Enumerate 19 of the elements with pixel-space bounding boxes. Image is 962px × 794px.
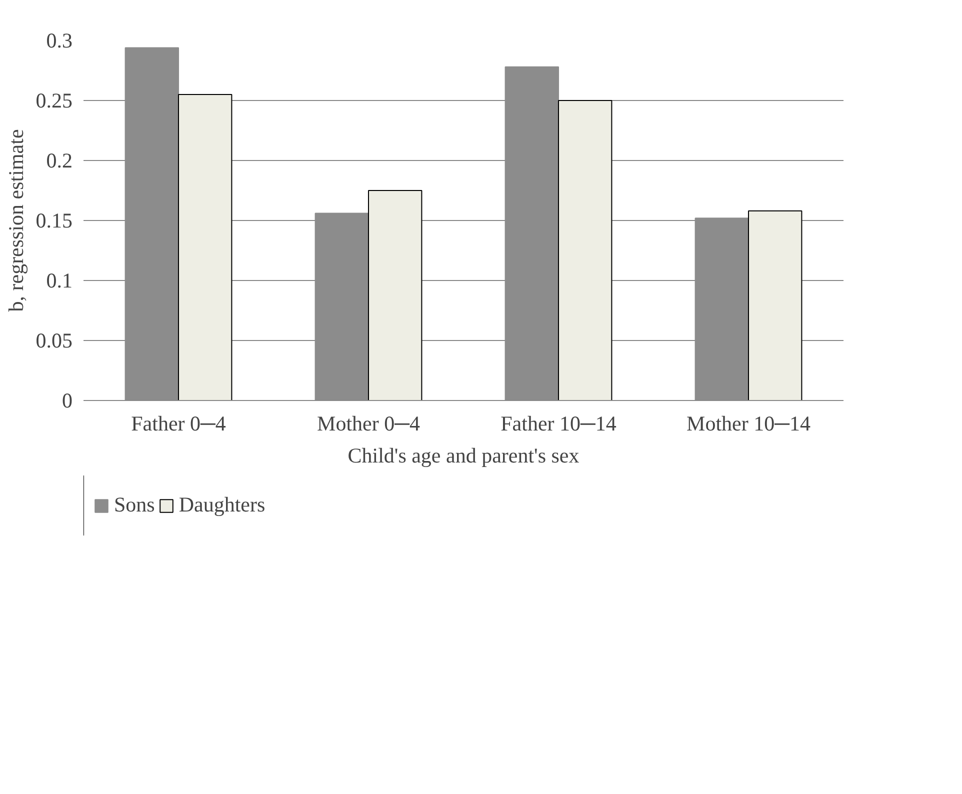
x-tick-label: Father 0─4 [131, 412, 226, 436]
y-tick-label: 0 [62, 388, 72, 412]
bar [368, 190, 422, 400]
y-tick-label: 0.25 [36, 88, 72, 112]
bar [178, 94, 232, 400]
x-tick-label: Mother 0─4 [317, 412, 420, 436]
y-tick-label: 0.2 [46, 148, 72, 172]
y-tick-label: 0.05 [36, 328, 72, 352]
y-tick-label: 0.1 [46, 268, 72, 292]
y-tick-label: 0.3 [46, 28, 72, 52]
x-axis-title: Child's age and parent's sex [348, 444, 580, 468]
legend-label: Daughters [178, 492, 266, 518]
x-tick-label: Father 10─14 [500, 412, 617, 436]
bar [748, 210, 802, 400]
x-tick-label: Mother 10─14 [686, 412, 811, 436]
legend-label: Sons [114, 492, 155, 518]
y-tick-label: 0.15 [36, 208, 72, 232]
bar [558, 100, 612, 400]
y-axis-title: b, regression estimate [4, 129, 28, 312]
